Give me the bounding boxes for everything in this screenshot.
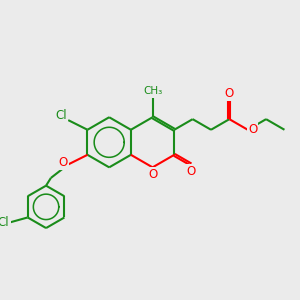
Text: Cl: Cl bbox=[56, 109, 67, 122]
Text: Cl: Cl bbox=[0, 216, 9, 229]
Text: O: O bbox=[59, 156, 68, 169]
Text: CH₃: CH₃ bbox=[143, 86, 162, 96]
Text: O: O bbox=[186, 165, 196, 178]
Text: O: O bbox=[248, 123, 257, 136]
Text: O: O bbox=[148, 168, 157, 181]
Text: O: O bbox=[225, 87, 234, 100]
